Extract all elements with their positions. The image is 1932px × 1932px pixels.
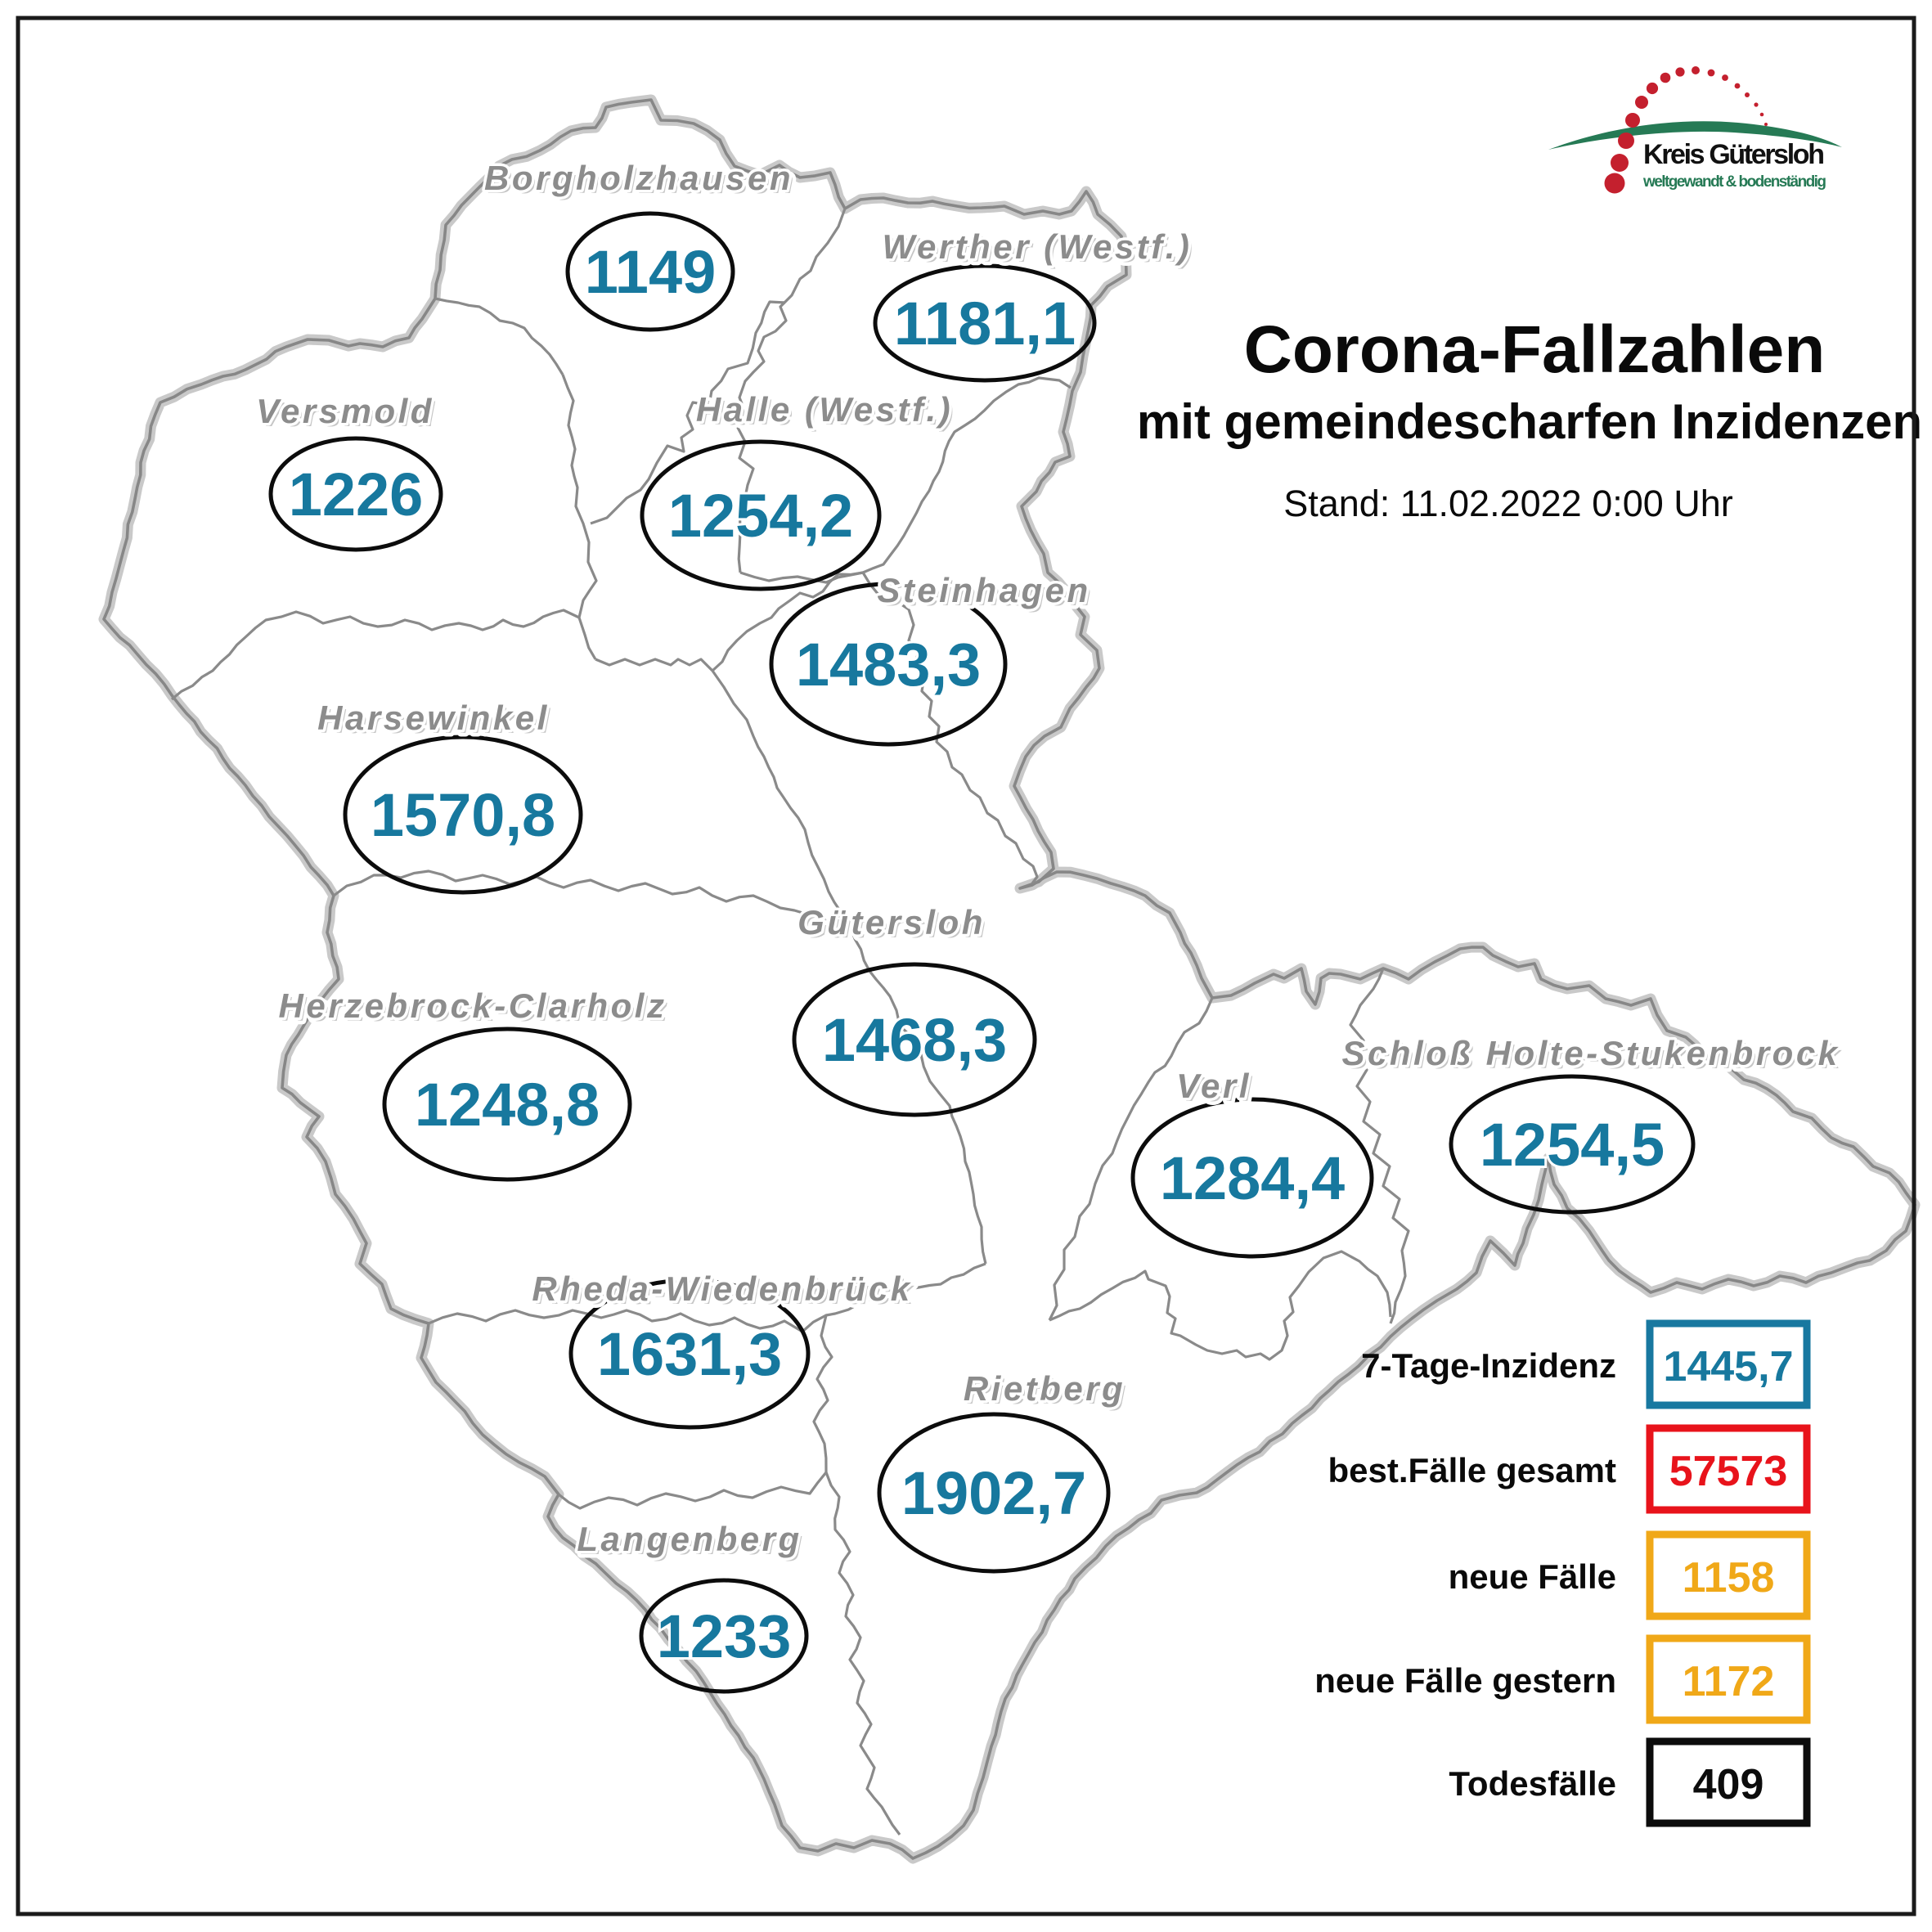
- svg-text:409: 409: [1693, 1761, 1764, 1808]
- svg-text:Verl: Verl: [1176, 1067, 1251, 1105]
- svg-text:Gütersloh: Gütersloh: [798, 903, 986, 941]
- svg-text:Schloß Holte-Stukenbrock: Schloß Holte-Stukenbrock: [1341, 1034, 1840, 1072]
- svg-text:neue Fälle gestern: neue Fälle gestern: [1314, 1661, 1616, 1700]
- svg-text:weltgewandt & bodenständig: weltgewandt & bodenständig: [1642, 173, 1826, 191]
- svg-text:Borgholzhausen: Borgholzhausen: [484, 159, 793, 197]
- svg-text:Langenberg: Langenberg: [577, 1520, 802, 1558]
- svg-text:Harsewinkel: Harsewinkel: [317, 699, 550, 737]
- svg-text:1570,8: 1570,8: [371, 781, 555, 849]
- svg-text:1445,7: 1445,7: [1663, 1343, 1793, 1391]
- svg-text:Corona-Fallzahlen: Corona-Fallzahlen: [1244, 312, 1826, 387]
- svg-text:1254,2: 1254,2: [668, 482, 853, 550]
- svg-text:1254,5: 1254,5: [1480, 1111, 1665, 1179]
- svg-text:1284,4: 1284,4: [1160, 1144, 1345, 1212]
- svg-text:neue Fälle: neue Fälle: [1449, 1557, 1616, 1596]
- svg-text:Herzebrock-Clarholz: Herzebrock-Clarholz: [279, 986, 667, 1025]
- svg-text:Langenberg: Langenberg: [580, 1523, 805, 1561]
- svg-text:Todesfälle: Todesfälle: [1449, 1764, 1616, 1803]
- svg-text:Rietberg: Rietberg: [967, 1373, 1129, 1411]
- svg-text:1158: 1158: [1683, 1554, 1775, 1602]
- svg-text:Steinhagen: Steinhagen: [880, 574, 1094, 613]
- svg-text:1233: 1233: [657, 1602, 792, 1670]
- svg-text:Rietberg: Rietberg: [964, 1369, 1126, 1408]
- svg-text:best.Fälle gesamt: best.Fälle gesamt: [1328, 1451, 1616, 1489]
- svg-text:Versmold: Versmold: [259, 395, 438, 434]
- svg-text:Kreis Gütersloh: Kreis Gütersloh: [1643, 139, 1825, 170]
- svg-text:Werther (Westf.): Werther (Westf.): [886, 231, 1196, 269]
- svg-text:Stand: 11.02.2022 0:00 Uhr: Stand: 11.02.2022 0:00 Uhr: [1283, 483, 1733, 524]
- svg-text:1902,7: 1902,7: [901, 1459, 1086, 1527]
- svg-text:1149: 1149: [585, 238, 717, 306]
- svg-text:1181,1: 1181,1: [894, 290, 1076, 357]
- svg-text:1172: 1172: [1683, 1658, 1775, 1705]
- svg-text:Borgholzhausen: Borgholzhausen: [487, 162, 797, 200]
- svg-text:Steinhagen: Steinhagen: [877, 571, 1090, 609]
- svg-text:1226: 1226: [289, 461, 424, 528]
- svg-text:1483,3: 1483,3: [796, 631, 981, 699]
- svg-text:1468,3: 1468,3: [822, 1006, 1007, 1074]
- svg-text:1631,3: 1631,3: [597, 1320, 782, 1388]
- svg-text:Herzebrock-Clarholz: Herzebrock-Clarholz: [282, 990, 671, 1028]
- svg-text:Rheda-Wiedenbrück: Rheda-Wiedenbrück: [535, 1273, 915, 1311]
- svg-text:Versmold: Versmold: [256, 392, 434, 430]
- svg-text:Gütersloh: Gütersloh: [801, 906, 989, 945]
- svg-text:Halle (Westf.): Halle (Westf.): [699, 393, 956, 432]
- svg-text:mit gemeindescharfen Inzidenze: mit gemeindescharfen Inzidenzen: [1137, 394, 1922, 449]
- svg-text:Werther (Westf.): Werther (Westf.): [883, 227, 1193, 266]
- svg-text:Harsewinkel: Harsewinkel: [321, 702, 553, 740]
- svg-text:1248,8: 1248,8: [415, 1071, 600, 1139]
- svg-text:Rheda-Wiedenbrück: Rheda-Wiedenbrück: [532, 1269, 912, 1308]
- svg-text:7-Tage-Inzidenz: 7-Tage-Inzidenz: [1361, 1346, 1616, 1385]
- svg-text:Schloß Holte-Stukenbrock: Schloß Holte-Stukenbrock: [1345, 1037, 1843, 1076]
- svg-text:Verl: Verl: [1179, 1070, 1255, 1108]
- svg-text:Halle (Westf.): Halle (Westf.): [696, 390, 953, 429]
- svg-text:57573: 57573: [1669, 1448, 1788, 1495]
